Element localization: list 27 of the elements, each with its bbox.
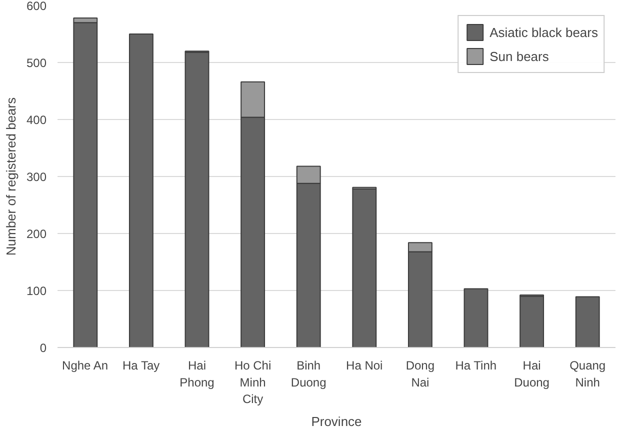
y-tick-label: 100 [26, 284, 47, 298]
x-tick-label: Ha Noi [346, 358, 383, 372]
x-tick-label: Dong Nai [406, 358, 435, 390]
x-tick-label: Nghe An [62, 358, 108, 372]
bar [128, 34, 154, 348]
y-tick-label: 600 [26, 0, 47, 13]
legend-label: Sun bears [490, 48, 549, 64]
bar [575, 296, 600, 348]
y-tick-label: 300 [26, 170, 47, 184]
x-tick-label: Binh Duong [290, 358, 326, 390]
x-tick-label: Ha Tinh [455, 358, 497, 372]
y-tick-label: 200 [26, 227, 47, 241]
y-tick-label: 400 [26, 113, 47, 127]
x-tick-label: Ho Chi Minh City [234, 358, 272, 406]
x-tick-label: Quang Ninh [570, 358, 606, 390]
bar [464, 288, 488, 348]
x-tick-label: Hai Duong [514, 358, 550, 390]
bar [520, 296, 544, 348]
bar [184, 52, 210, 348]
x-tick-label: Ha Tay [122, 358, 160, 372]
y-axis-title: Number of registered bears [3, 96, 18, 256]
y-tick-label: 500 [26, 56, 47, 70]
x-axis-title: Province [311, 414, 362, 430]
y-tick-label: 0 [40, 341, 47, 355]
legend-label: Asiatic black bears [490, 24, 598, 40]
bar [352, 188, 377, 348]
x-tick-label: Hai Phong [180, 358, 214, 390]
